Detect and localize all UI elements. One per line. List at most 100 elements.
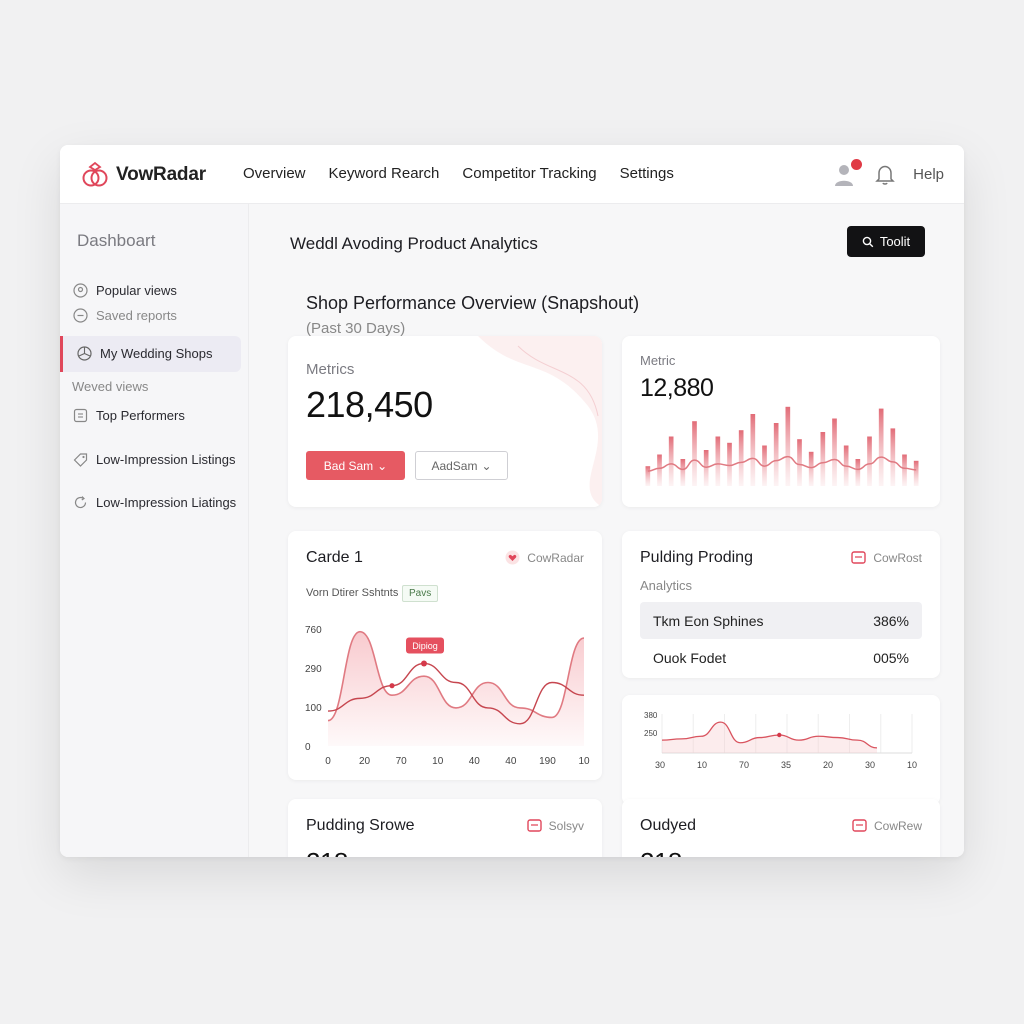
- series-line: [661, 721, 878, 749]
- search-icon: [862, 236, 874, 247]
- legend-pill[interactable]: Pavs: [402, 585, 439, 602]
- nav-keyword-research[interactable]: Keyword Rearch: [328, 165, 440, 182]
- x-tick-label: 10: [432, 756, 444, 767]
- primary-filter-button[interactable]: Bad Sam ⌄: [306, 451, 405, 480]
- annotation-badge: [406, 637, 444, 654]
- series-line-primary: [327, 630, 585, 722]
- bar: [785, 406, 791, 486]
- sidebar-item-label: Top Performers: [96, 408, 185, 423]
- annotation-label: Dipiog: [412, 641, 438, 651]
- nav-overview[interactable]: Overview: [243, 165, 306, 182]
- heart-badge-icon: [505, 550, 520, 565]
- sidebar-item-low-impression-listings[interactable]: Low-Impression Listings: [72, 451, 235, 468]
- card-tag: Solsyv: [526, 818, 584, 833]
- rings-logo-icon: [82, 161, 108, 187]
- bar: [668, 436, 674, 486]
- card-tag-label: Solsyv: [548, 818, 584, 833]
- chevron-down-icon: ⌄: [481, 458, 492, 473]
- secondary-filter-label: AadSam: [431, 458, 478, 473]
- card-tag-label: CowRost: [873, 550, 922, 565]
- bar: [808, 451, 814, 486]
- sidebar: Dashboart Popular views Saved reports My…: [60, 204, 249, 857]
- sidebar-item-label: Popular views: [96, 283, 177, 298]
- metric-card-total: Metrics 218,450 Bad Sam ⌄ AadSam ⌄: [288, 336, 602, 507]
- metric-value: 12,880: [640, 374, 714, 402]
- x-tick-label: 10: [907, 760, 917, 770]
- line-chart-card: Carde 1 CowRadar Vorn Dtirer Sshtnts Pav…: [288, 531, 602, 780]
- x-tick-label: 20: [823, 760, 833, 770]
- y-tick-label: 760: [305, 625, 322, 636]
- toolkit-button[interactable]: Toolit: [847, 226, 925, 257]
- box-icon: [526, 819, 542, 832]
- bar: [738, 430, 744, 486]
- product-row[interactable]: Ouok Fodet 005%: [640, 639, 922, 676]
- nav-competitor-tracking[interactable]: Competitor Tracking: [462, 165, 597, 182]
- bar: [832, 418, 837, 486]
- card-tag: CowRost: [850, 550, 922, 565]
- bar: [878, 408, 884, 486]
- bar: [715, 436, 721, 486]
- bar-sparkline-chart: [645, 406, 919, 486]
- sidebar-item-my-wedding-shops[interactable]: My Wedding Shops: [76, 345, 213, 362]
- sidebar-item-top-performers[interactable]: Top Performers: [72, 407, 185, 424]
- bar: [773, 423, 779, 486]
- sidebar-title: Dashboart: [77, 231, 156, 250]
- box-icon: [852, 819, 867, 832]
- sidebar-item-label: Low-Impression Liatings: [96, 495, 237, 510]
- sidebar-item-low-impression-listings-2[interactable]: Low-Impression Liatings: [72, 494, 236, 511]
- metric-card-bars: Metric 12,880: [622, 336, 940, 507]
- grid-icon: [73, 408, 88, 423]
- bar: [867, 436, 872, 486]
- bottom-right-card: Oudyed CowRew 218: [622, 799, 940, 857]
- top-bar: VowRadar Overview Keyword Rearch Competi…: [60, 145, 964, 204]
- chart-legend-text: Vorn Dtirer Sshtnts: [306, 587, 399, 599]
- card-tag-label: CowRadar: [527, 550, 584, 565]
- primary-filter-label: Bad Sam: [323, 458, 374, 473]
- nav-settings[interactable]: Settings: [619, 165, 674, 182]
- bar: [680, 459, 686, 486]
- series-area: [328, 631, 584, 746]
- help-link[interactable]: Help: [913, 165, 944, 183]
- main-content: Weddl Avoding Product Analytics Toolit S…: [249, 204, 964, 857]
- x-tick-label: 35: [781, 760, 791, 770]
- bottom-left-card: Pudding Srowe Solsyv 218: [288, 799, 602, 857]
- x-tick-label: 40: [469, 756, 481, 767]
- sidebar-item-popular-views[interactable]: Popular views: [72, 282, 177, 299]
- sidebar-item-label: My Wedding Shops: [100, 346, 213, 361]
- bar: [902, 454, 907, 486]
- bell-icon[interactable]: [873, 162, 897, 186]
- sidebar-item-label: Saved reports: [96, 308, 177, 323]
- chart-point[interactable]: [389, 683, 395, 689]
- series-line-secondary: [327, 662, 585, 725]
- sidebar-item-label: Low-Impression Listings: [96, 452, 236, 467]
- aperture-icon: [77, 346, 92, 361]
- card-tag-label: CowRew: [873, 818, 922, 833]
- bar: [913, 460, 919, 486]
- x-tick-label: 30: [865, 760, 875, 770]
- top-right-controls: Help: [833, 159, 944, 188]
- bar: [727, 442, 732, 486]
- bar: [692, 421, 697, 486]
- notification-dot: [851, 159, 863, 170]
- product-value: 386%: [873, 612, 909, 629]
- line-chart: 0 100 290 760 0 20 70 10 40 40 190 10 Dipiog: [305, 625, 590, 767]
- brand[interactable]: VowRadar: [80, 160, 206, 190]
- product-row[interactable]: Tkm Eon Sphines 386%: [640, 602, 922, 639]
- card-value: 218: [640, 847, 682, 857]
- refresh-icon: [74, 496, 87, 509]
- app-window: VowRadar Overview Keyword Rearch Competi…: [60, 145, 964, 857]
- card-tag: CowRew: [851, 818, 922, 833]
- card-title: Oudyed: [640, 817, 697, 834]
- user-avatar-icon[interactable]: [833, 159, 863, 188]
- minus-circle-icon: [73, 308, 88, 323]
- sidebar-item-saved-reports[interactable]: Saved reports: [72, 307, 177, 324]
- chart-point[interactable]: [777, 732, 782, 738]
- x-tick-label: 70: [739, 760, 749, 770]
- secondary-filter-button[interactable]: AadSam ⌄: [415, 451, 508, 480]
- x-tick-label: 190: [539, 756, 556, 767]
- card-tag: CowRadar: [504, 550, 584, 565]
- sidebar-section-label: Weved views: [72, 379, 149, 394]
- product-name: Tkm Eon Sphines: [653, 612, 764, 629]
- products-card: Pulding Proding CowRost Analytics Tkm Eo…: [622, 531, 940, 678]
- chart-point[interactable]: [421, 660, 427, 667]
